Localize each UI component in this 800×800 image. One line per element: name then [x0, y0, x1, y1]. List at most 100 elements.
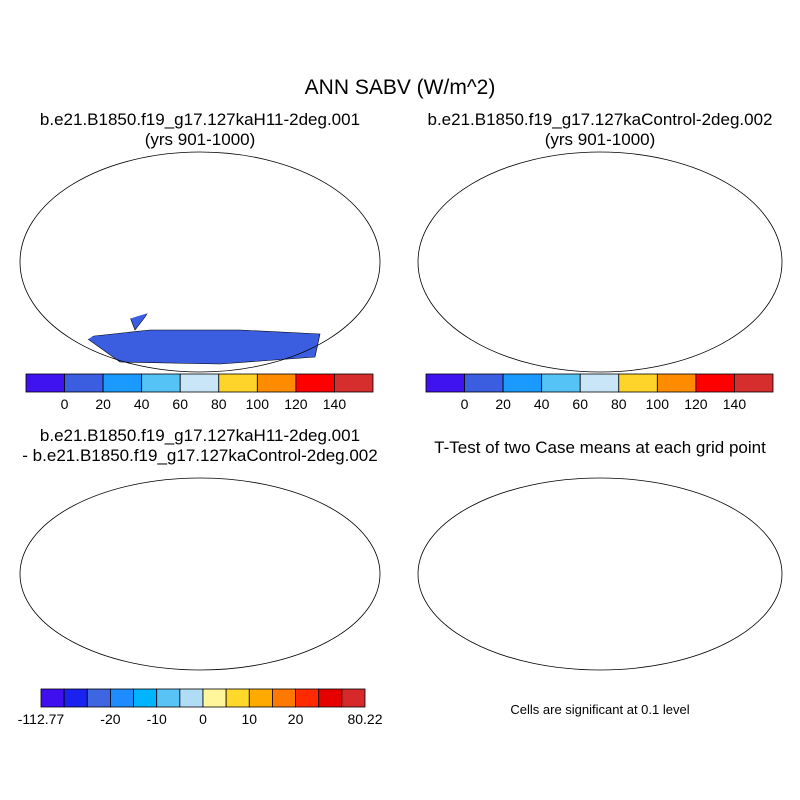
data-region	[728, 553, 758, 567]
colorbar-label: -10	[147, 711, 167, 727]
colorbar-label: 10	[241, 711, 257, 727]
landmass-samerica	[115, 541, 170, 620]
colorbar-label: 80	[611, 396, 627, 412]
panel-2-subtitle: (yrs 901-1000)	[544, 130, 656, 149]
map-panel-1	[19, 151, 381, 373]
colorbar-box	[579, 373, 620, 393]
colorbar-box	[156, 688, 181, 708]
data-region	[221, 539, 249, 563]
data-region	[335, 284, 355, 300]
colorbar-label: 60	[572, 396, 588, 412]
colorbar-box	[102, 373, 143, 393]
landmass-namerica	[60, 160, 185, 252]
main-title: ANN SABV (W/m^2)	[304, 76, 496, 99]
landmass-samerica	[114, 304, 171, 331]
landmass-australia	[723, 267, 769, 307]
colorbar-label: 0	[461, 396, 469, 412]
data-region	[701, 503, 745, 529]
colorbar-label: 100	[246, 396, 270, 412]
map-panel-4	[417, 477, 783, 671]
colorbar-box	[295, 688, 320, 708]
colorbar-label: 20	[495, 396, 511, 412]
colorbar-box	[110, 688, 134, 708]
map-panel-2	[417, 151, 783, 373]
data-region	[298, 197, 342, 227]
colorbar-box	[202, 688, 227, 708]
colorbar-label: 140	[323, 396, 347, 412]
map-panel-3	[19, 471, 381, 671]
data-region	[84, 480, 96, 518]
colorbar-box	[656, 373, 697, 393]
colorbar-box	[618, 373, 658, 393]
data-region	[523, 250, 559, 294]
colorbar-box	[63, 688, 88, 708]
colorbar-box	[541, 373, 581, 393]
data-region	[623, 539, 651, 563]
landmass-seasia	[723, 242, 769, 262]
panel-2-title: b.e21.B1850.f19_g17.127kaControl-2deg.00…	[427, 110, 773, 129]
data-region	[221, 238, 249, 266]
landmass-australia	[319, 304, 366, 308]
colorbar-box	[179, 688, 204, 708]
colorbar-label: 120	[284, 396, 308, 412]
data-region	[523, 550, 559, 588]
data-region	[623, 238, 651, 266]
colorbar-box	[133, 688, 158, 708]
data-region	[122, 250, 158, 294]
colorbar-box	[179, 373, 220, 393]
landmass-namerica	[460, 160, 586, 252]
colorbar-box	[464, 373, 504, 393]
landmass-greenland	[582, 155, 617, 182]
landmass-eurasia	[602, 160, 779, 247]
map-border	[19, 151, 381, 373]
colorbar-box	[695, 373, 735, 393]
colorbar-box	[502, 373, 543, 393]
colorbar-label: 80.22	[347, 711, 382, 727]
data-region	[335, 579, 355, 593]
colorbar-box	[64, 373, 104, 393]
colorbar-label: 60	[172, 396, 188, 412]
map-border	[417, 477, 783, 671]
data-region	[325, 553, 355, 567]
data-region	[298, 503, 342, 529]
data-region	[728, 254, 758, 270]
landmass-africa	[592, 512, 673, 595]
colorbar-label: -112.77	[18, 711, 65, 727]
panel-1-title: b.e21.B1850.f19_g17.127kaH11-2deg.001	[39, 110, 361, 129]
data-region	[739, 579, 759, 593]
colorbar-box	[334, 373, 374, 393]
colorbar-label: 40	[534, 396, 550, 412]
data-region	[122, 550, 158, 588]
colorbar-label: 20	[95, 396, 111, 412]
landmass-africa	[190, 512, 270, 595]
landmass-samerica	[516, 240, 572, 330]
colorbar-box	[425, 373, 465, 393]
landmass-seasia	[320, 543, 365, 560]
data-region	[739, 284, 759, 300]
colorbar-label: 140	[723, 396, 747, 412]
landmass-antarctica	[85, 619, 320, 649]
colorbar-label: 40	[134, 396, 150, 412]
panel-1-subtitle: (yrs 901-1000)	[144, 130, 256, 149]
map-border	[417, 151, 783, 373]
map-border	[19, 477, 381, 671]
landmass-africa	[592, 207, 673, 302]
landmass-eurasia	[200, 160, 375, 247]
colorbar-label: 100	[646, 396, 670, 412]
landmass-greenland	[180, 155, 215, 182]
colorbar-label: 0	[61, 396, 69, 412]
colorbar-box	[256, 373, 297, 393]
colorbar-box	[86, 688, 111, 708]
colorbar-box	[141, 373, 181, 393]
data-region	[701, 197, 745, 227]
ttest-note: Cells are significant at 0.1 level	[510, 702, 690, 717]
landmass-seasia	[723, 543, 769, 560]
data-region	[325, 254, 355, 270]
colorbar-box	[40, 688, 65, 708]
landmass-eurasia	[200, 471, 375, 547]
colorbar-box	[318, 688, 343, 708]
landmass-samerica	[516, 541, 572, 620]
colorbar-box	[295, 373, 335, 393]
data-region	[485, 170, 497, 214]
